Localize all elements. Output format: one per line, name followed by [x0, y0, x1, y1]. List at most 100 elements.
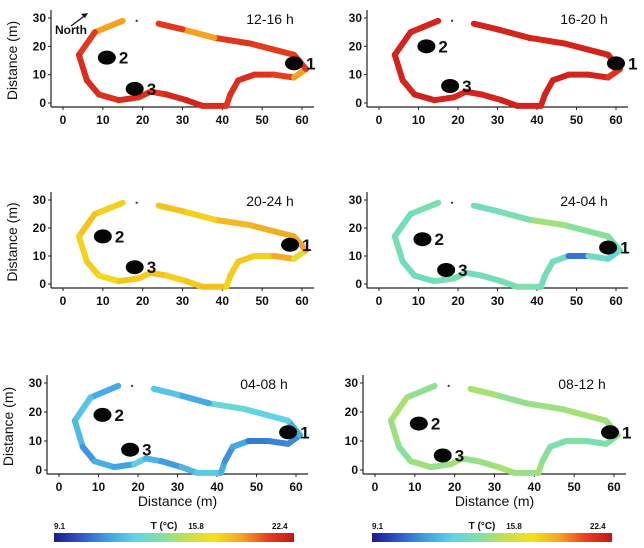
y-tick-label: 30 [349, 11, 363, 25]
x-tick-label: 30 [176, 294, 190, 308]
temperature-segment [291, 233, 309, 254]
colorbar-min-label: 9.1 [372, 522, 384, 531]
y-tick-label: 30 [345, 376, 359, 390]
temperature-segment [174, 391, 213, 407]
site-label: 3 [462, 77, 471, 96]
y-tick-label: 10 [33, 249, 47, 263]
gap-marker [135, 201, 138, 204]
temperature-segment [431, 275, 458, 285]
site-label: 1 [620, 239, 629, 258]
site-marker [281, 237, 300, 252]
colorbar-gradient [372, 533, 612, 542]
y-tick-label: 10 [29, 434, 43, 448]
temperature-segment [83, 77, 102, 98]
temperature-segment [407, 199, 442, 217]
north-label: North [55, 23, 87, 37]
temperature-segment [427, 461, 454, 471]
site-marker [93, 229, 112, 244]
y-tick-label: 30 [349, 193, 363, 207]
panel-6: 0 10 20 30 0 10 20 30 40 50 60 Distance (m) 08-12 h 1… [345, 375, 631, 509]
site-marker [125, 81, 144, 96]
temperature-segment [247, 40, 298, 58]
temperature-segment [83, 258, 102, 279]
temperature-segment [87, 382, 122, 401]
temperature-segment [75, 211, 98, 240]
colorbar-title: T (°C) [151, 521, 178, 532]
colorbar-title: T (°C) [469, 521, 496, 532]
north-arrowhead-icon [81, 13, 88, 18]
temperature-segment [583, 438, 610, 447]
temperature-segment [95, 272, 122, 285]
x-tick-label: 50 [570, 294, 584, 308]
temperature-segment [403, 382, 438, 401]
y-tick-label: 0 [355, 96, 362, 110]
temperature-segment [526, 34, 568, 47]
temperature-segment [411, 91, 438, 104]
x-tick-label: 50 [570, 113, 584, 127]
site-marker [409, 416, 428, 431]
temperature-segment [561, 40, 612, 58]
site-marker [601, 425, 620, 440]
site-marker [97, 50, 116, 65]
temperature-segment [75, 29, 98, 58]
site-marker [279, 425, 298, 440]
panel-title: 04-08 h [240, 376, 287, 392]
y-tick-label: 0 [35, 463, 42, 477]
site-label: 1 [628, 54, 637, 73]
colorbar-1: 9.1 T (°C) 15.8 22.4 [54, 521, 294, 542]
temperature-segment [411, 272, 438, 285]
temperature-segment [150, 385, 181, 398]
x-tick-label: 50 [255, 294, 269, 308]
x-tick-label: 60 [295, 294, 309, 308]
temperature-segment [391, 233, 406, 265]
panel-5: 0 10 20 30 0 10 20 30 40 50 60 Distance (m) Distance… [0, 375, 310, 509]
y-tick-label: 20 [33, 221, 47, 235]
panel-3: 0 10 20 30 0 10 20 30 40 50 60 Distance (m) 20-24 h 1… [4, 192, 314, 308]
y-tick-label: 10 [345, 434, 359, 448]
temperature-segment [211, 34, 254, 47]
site-marker [441, 79, 460, 93]
temperature-segment [247, 222, 298, 240]
temperature-segment [407, 458, 434, 471]
x-tick-label: 20 [448, 480, 462, 494]
temperature-segment [179, 208, 218, 223]
x-tick-label: 40 [210, 480, 224, 494]
y-tick-label: 30 [33, 193, 47, 207]
x-tick-label: 60 [609, 113, 623, 127]
temperature-segment [211, 216, 254, 229]
site-label: 2 [434, 230, 443, 249]
y-tick-label: 30 [33, 11, 47, 25]
temperature-segment [206, 400, 248, 413]
site-label: 1 [300, 423, 309, 442]
x-tick-label: 40 [216, 294, 230, 308]
temperature-segment [179, 26, 218, 41]
x-tick-label: 60 [295, 113, 309, 127]
x-tick-label: 20 [136, 113, 150, 127]
y-axis-label: Distance (m) [0, 387, 16, 466]
temperature-segment [155, 20, 186, 33]
y-tick-label: 20 [349, 221, 363, 235]
colorbar-min-label: 9.1 [54, 522, 66, 531]
site-marker [599, 240, 618, 255]
site-label: 3 [147, 258, 156, 277]
panel-4: 0 10 20 30 0 10 20 30 40 50 60 24-04 h 1 23 [349, 192, 630, 308]
y-tick-label: 10 [349, 249, 363, 263]
temperature-segment [75, 233, 90, 265]
x-tick-label: 10 [408, 480, 422, 494]
temperature-segment [526, 216, 568, 229]
site-label: 1 [622, 423, 631, 442]
temperature-segment [158, 458, 185, 471]
y-tick-label: 10 [349, 68, 363, 82]
temperature-segment [559, 406, 610, 424]
x-tick-label: 50 [255, 113, 269, 127]
site-label: 2 [114, 406, 123, 425]
x-tick-label: 30 [491, 294, 505, 308]
temperature-segment [399, 258, 418, 279]
temperature-segment [470, 202, 501, 215]
temperature-segment [470, 20, 501, 33]
temperature-segment [271, 71, 298, 81]
site-label: 3 [455, 447, 464, 466]
temperature-segment [387, 394, 410, 424]
panel-2: 0 10 20 30 0 10 20 30 40 50 60 16-20 h 1 2 3 [349, 10, 637, 127]
